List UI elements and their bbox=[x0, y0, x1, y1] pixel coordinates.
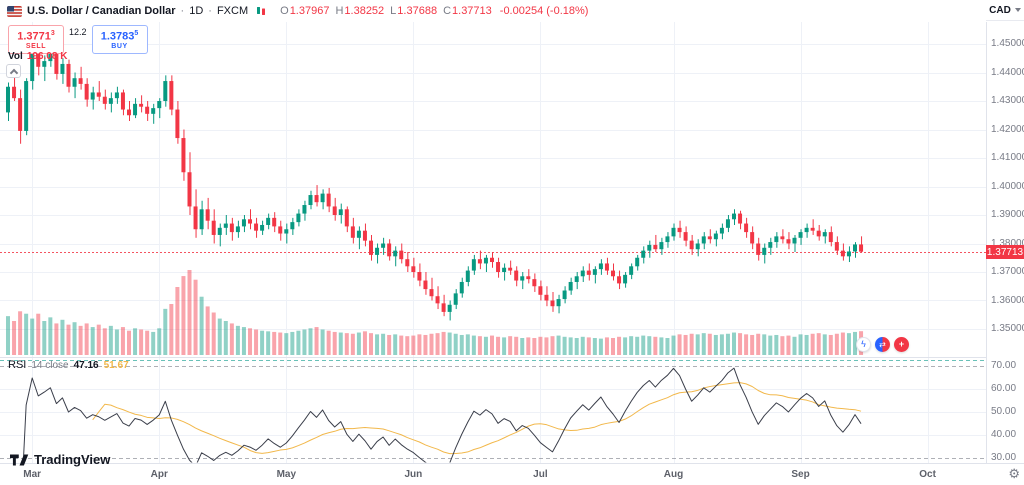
rsi-ma-value: 51.67 bbox=[103, 360, 129, 371]
tradingview-logo-icon bbox=[10, 454, 29, 465]
ohlc-readout: O 1.37967 H 1.38252 L 1.37688 C 1.37713 -0.0… bbox=[280, 5, 588, 17]
sell-button[interactable]: 1.37713 SELL bbox=[8, 25, 64, 54]
chart-canvas[interactable] bbox=[0, 22, 986, 463]
price-axis[interactable]: 1.45000 1.44000 1.43000 1.42000 1.41000 1.400… bbox=[986, 22, 1024, 463]
volume-value: 196.08 K bbox=[26, 51, 68, 62]
symbol-button[interactable]: U.S. Dollar / Canadian Dollar bbox=[27, 5, 176, 17]
spread-value: 12.2 bbox=[69, 27, 87, 37]
rsi-settings: 14 close bbox=[31, 360, 69, 371]
currency-label: CAD bbox=[989, 4, 1011, 16]
chart-toolbar: U.S. Dollar / Canadian Dollar · 1D · FXC… bbox=[0, 0, 984, 22]
high-label: H bbox=[335, 5, 344, 17]
rsi-tick: 30.00 bbox=[991, 452, 1017, 463]
us-flag-icon bbox=[7, 5, 22, 17]
rsi-tick: 60.00 bbox=[991, 383, 1017, 394]
time-axis[interactable]: Mar Apr May Jun Jul Aug Sep Oct bbox=[0, 463, 1024, 485]
time-tick: Apr bbox=[150, 469, 168, 480]
rsi-tick: 50.00 bbox=[991, 406, 1017, 417]
time-tick: May bbox=[276, 469, 297, 480]
rsi-value: 47.16 bbox=[73, 360, 99, 371]
price-tick: 1.39000 bbox=[991, 209, 1024, 220]
high-value: 1.38252 bbox=[344, 5, 385, 17]
rsi-title: RSI bbox=[8, 359, 27, 371]
buy-price-fraction: 5 bbox=[134, 30, 139, 37]
last-price-tag: 1.37713 bbox=[986, 245, 1024, 259]
interval-button[interactable]: 1D bbox=[189, 5, 204, 17]
price-tick: 1.45000 bbox=[991, 38, 1024, 49]
quick-actions: ϟ ⇄ + bbox=[856, 337, 909, 352]
time-tick: Oct bbox=[919, 469, 936, 480]
price-tick: 1.41000 bbox=[991, 152, 1024, 163]
buy-button[interactable]: 1.37835 BUY bbox=[91, 25, 148, 54]
exchange-label[interactable]: FXCM bbox=[216, 5, 249, 17]
chevron-up-icon bbox=[9, 68, 18, 77]
sell-price: 1.3771 bbox=[17, 30, 51, 43]
volume-label: Vol bbox=[8, 51, 23, 62]
price-tick: 1.36000 bbox=[991, 294, 1024, 306]
time-tick: Sep bbox=[791, 469, 810, 480]
price-tick: 1.35000 bbox=[991, 323, 1024, 334]
time-tick: Jul bbox=[533, 469, 548, 480]
open-value: 1.37967 bbox=[289, 5, 330, 17]
price-tick: 1.40000 bbox=[991, 180, 1024, 192]
low-label: L bbox=[390, 5, 397, 17]
time-tick: Jun bbox=[404, 469, 423, 480]
rsi-tick: 40.00 bbox=[991, 429, 1017, 440]
price-tick: 1.42000 bbox=[991, 123, 1024, 135]
rsi-legend[interactable]: RSI 14 close 47.16 51.67 bbox=[8, 359, 129, 371]
sell-label: SELL bbox=[25, 42, 47, 50]
buy-price: 1.3783 bbox=[100, 30, 135, 43]
buy-sell-widget: 1.37713 SELL 12.2 1.37835 BUY bbox=[8, 25, 148, 54]
time-tick: Mar bbox=[23, 469, 42, 480]
rsi-tick: 70.00 bbox=[991, 360, 1017, 371]
price-tick: 1.43000 bbox=[991, 95, 1024, 106]
sell-price-fraction: 3 bbox=[50, 30, 55, 37]
buy-label: BUY bbox=[111, 42, 128, 50]
time-tick: Aug bbox=[663, 469, 684, 480]
open-label: O bbox=[280, 5, 289, 17]
instant-order-button[interactable]: ϟ bbox=[856, 337, 871, 352]
close-value: 1.37713 bbox=[452, 5, 492, 17]
price-tick: 1.38000 bbox=[991, 237, 1024, 249]
separator-dot: · bbox=[180, 5, 185, 17]
price-axis-currency-button[interactable]: CAD bbox=[986, 0, 1024, 21]
close-label: C bbox=[443, 5, 452, 17]
add-order-button[interactable]: + bbox=[894, 337, 909, 352]
price-change: -0.00254 (-0.18%) bbox=[499, 5, 589, 17]
brand-name: TradingView bbox=[34, 452, 111, 467]
price-tick: 1.44000 bbox=[991, 66, 1024, 78]
long-short-button[interactable]: ⇄ bbox=[875, 337, 890, 352]
tradingview-brand[interactable]: TradingView bbox=[10, 452, 110, 467]
gear-icon[interactable]: ⚙ bbox=[1008, 466, 1020, 481]
low-value: 1.37688 bbox=[397, 5, 438, 17]
chevron-down-icon bbox=[1014, 8, 1021, 12]
volume-readout: Vol 196.08 K bbox=[8, 51, 67, 62]
separator-dot: · bbox=[208, 5, 212, 17]
chart-type-icon[interactable] bbox=[255, 5, 267, 17]
pane-collapse-button[interactable] bbox=[6, 64, 21, 78]
price-tick: 1.37000 bbox=[991, 266, 1024, 277]
